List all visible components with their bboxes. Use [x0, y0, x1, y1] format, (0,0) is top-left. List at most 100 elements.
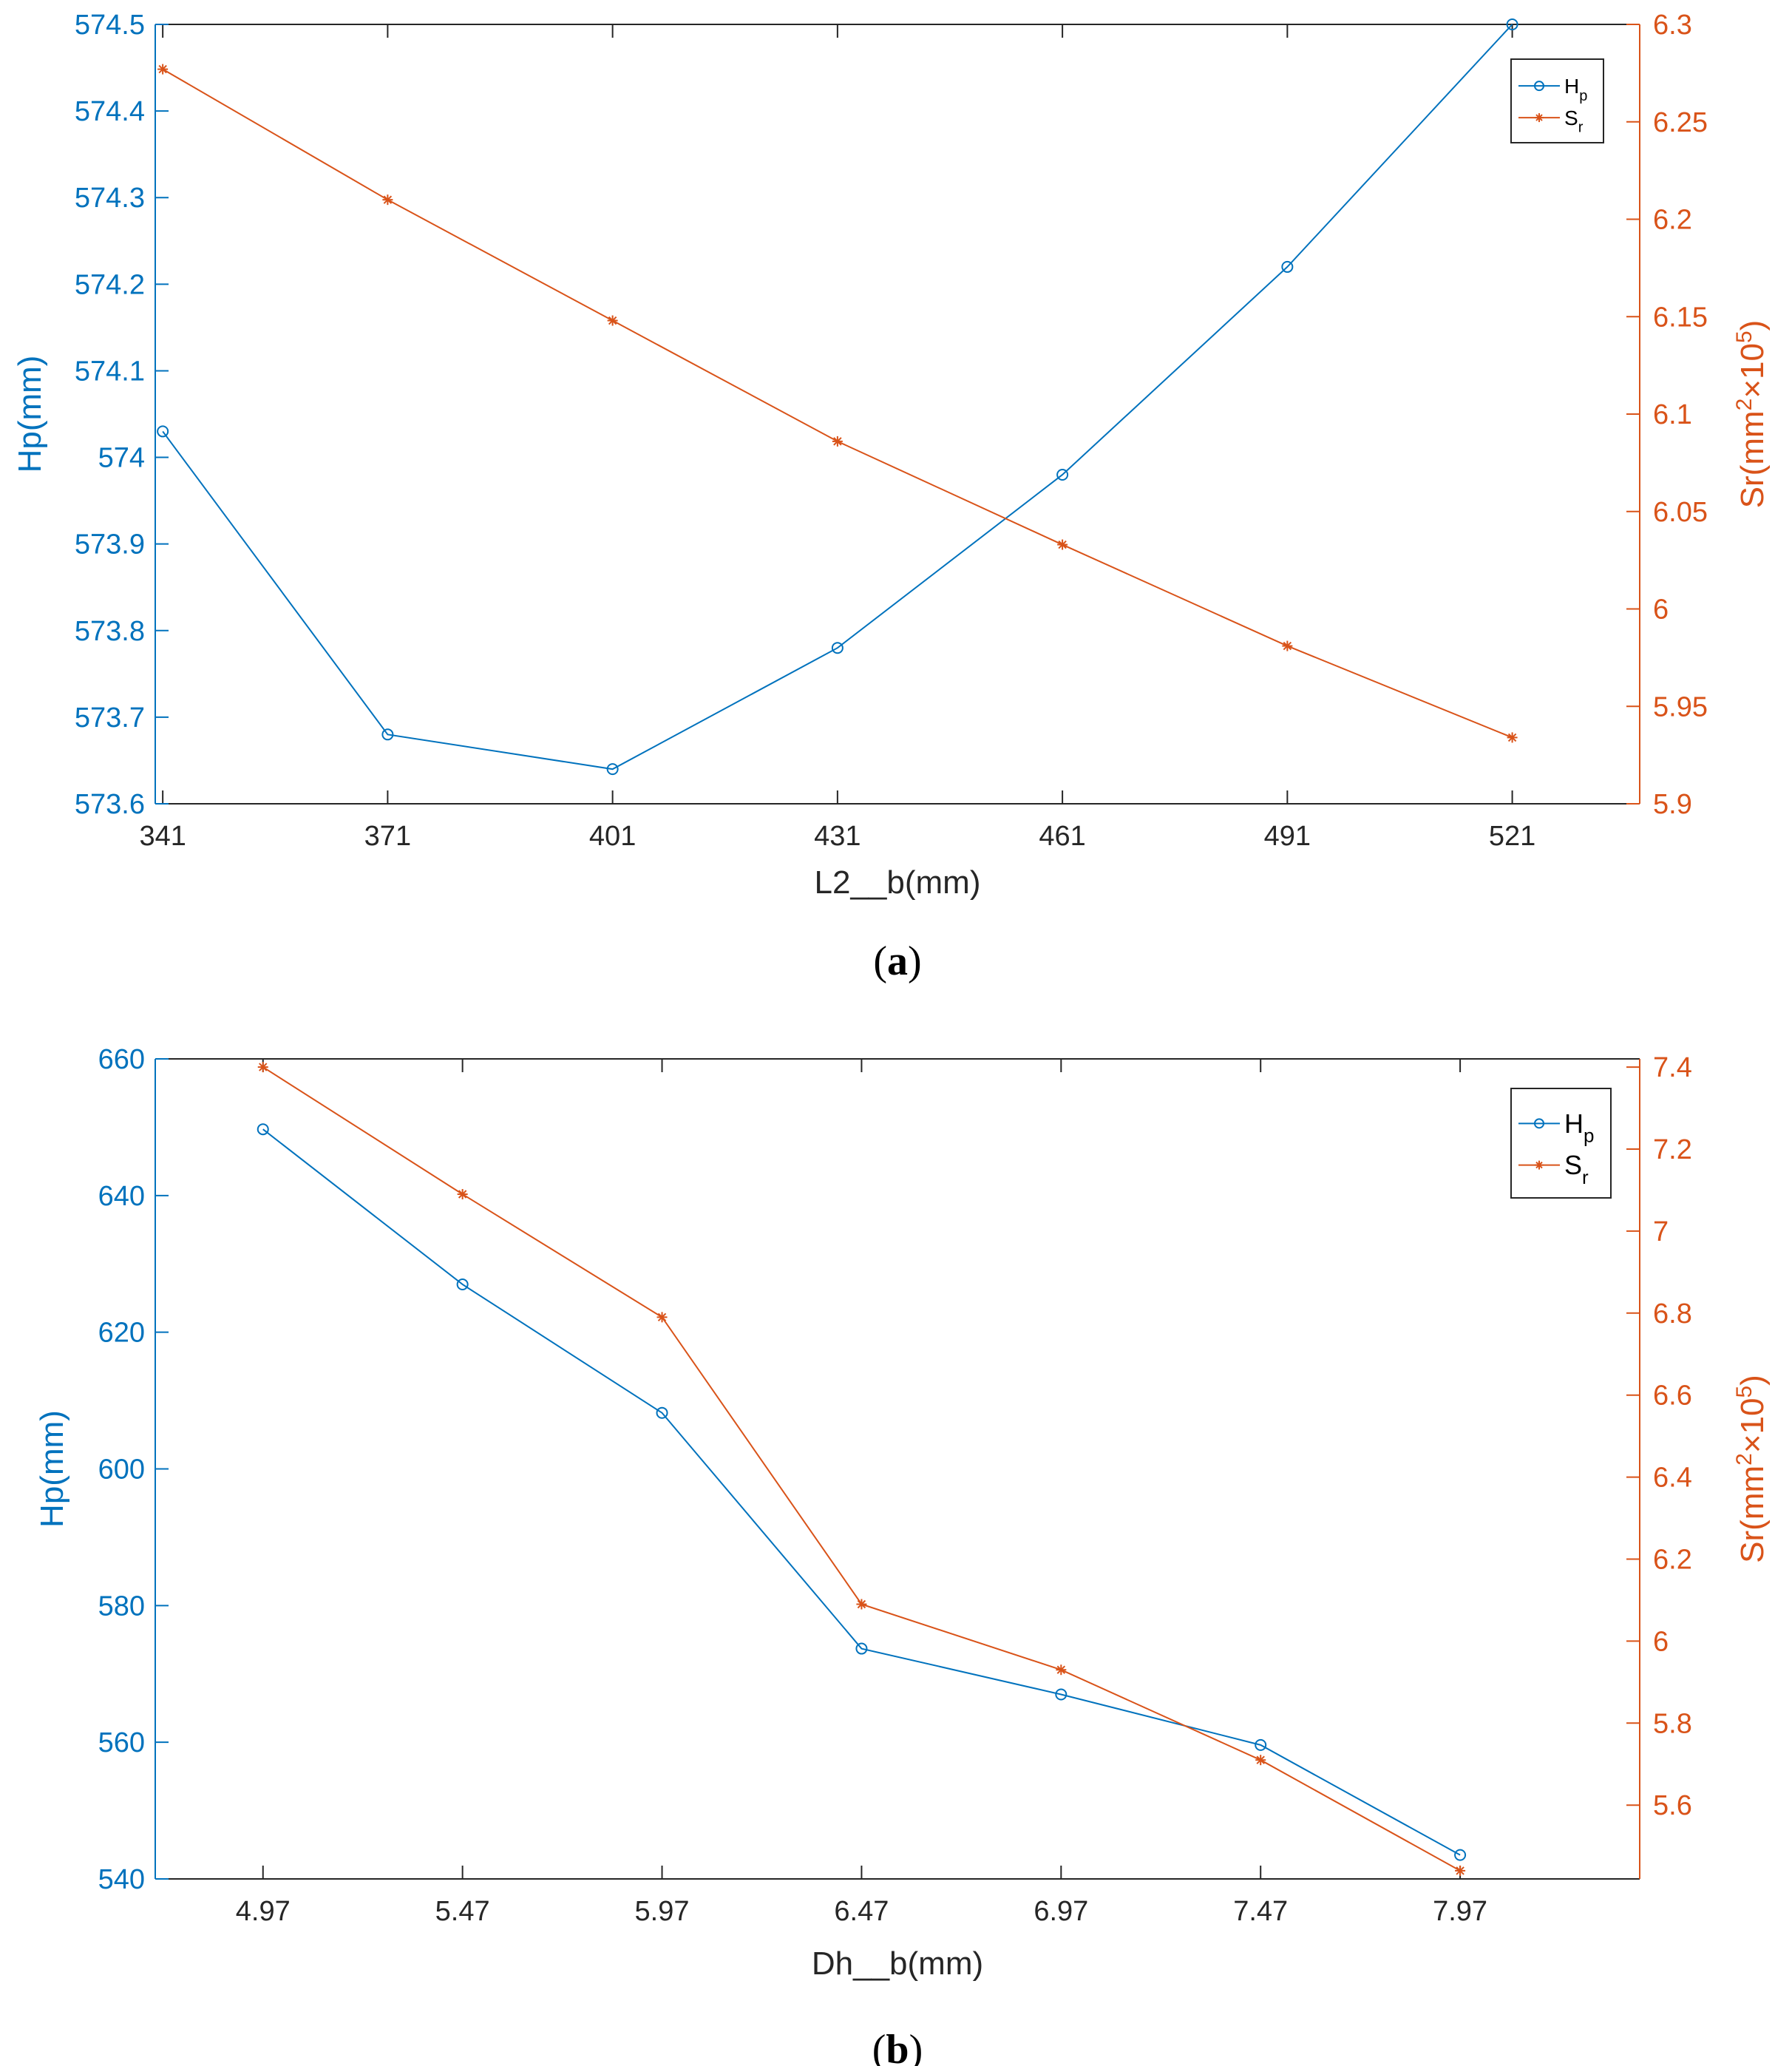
series-line-Sr [262, 1066, 1461, 1872]
star-stroke [1058, 540, 1067, 549]
data-point-Hp [831, 642, 844, 654]
data-point-Sr [257, 1062, 268, 1073]
right-y-axis-title: Sr(mm2×105) [1732, 320, 1771, 509]
x-tick-label: 521 [1489, 821, 1535, 852]
left-y-tick-label: 540 [98, 1864, 145, 1895]
right-y-tick-label: 6.1 [1653, 399, 1692, 430]
right-y-tick-label: 5.9 [1653, 789, 1692, 820]
right-y-tick-label: 6.6 [1653, 1381, 1692, 1412]
left-y-tick-label: 573.6 [75, 789, 145, 820]
legend-label-main: H [1564, 75, 1579, 98]
panel-label: (b) [872, 2027, 923, 2066]
right-y-tick-label: 6 [1653, 1626, 1669, 1657]
x-tick-label: 401 [589, 821, 636, 852]
data-point-Hp [1281, 260, 1294, 273]
data-point-Sr [832, 436, 843, 447]
data-point-Hp [1055, 1688, 1068, 1701]
legend-label-subscript: r [1582, 1166, 1589, 1188]
chart-panel-b: 4.97 5.47 5.97 6.47 6.97 7.47 7.97540560580600… [34, 1044, 1771, 2066]
star-stroke [833, 437, 842, 446]
data-point-Sr [1255, 1755, 1266, 1766]
left-y-axis-title: Hp(mm) [34, 1410, 70, 1528]
x-tick-label: 5.47 [435, 1896, 490, 1927]
x-tick-label: 7.97 [1433, 1896, 1487, 1927]
panel-label-paren: ) [909, 2027, 923, 2066]
x-tick-label: 371 [364, 821, 411, 852]
legend-box [1510, 1088, 1612, 1199]
data-point-Sr [1455, 1865, 1466, 1876]
left-y-tick-label: 600 [98, 1454, 145, 1486]
axis-title-superscript: 5 [1732, 1386, 1757, 1398]
legend-label-subscript: p [1584, 1125, 1594, 1147]
right-y-tick-label: 7.2 [1653, 1134, 1692, 1165]
star-stroke [657, 1313, 667, 1322]
data-point-Hp [456, 1278, 469, 1290]
star-stroke [383, 195, 393, 204]
right-y-tick-label: 6.2 [1653, 1544, 1692, 1575]
panel-label-paren: ( [873, 938, 887, 984]
x-tick-label: 7.47 [1233, 1896, 1288, 1927]
data-point-Hp [1056, 468, 1069, 481]
data-point-Hp [1454, 1849, 1467, 1861]
star-stroke [1283, 641, 1292, 651]
series-line-Hp [262, 1128, 1461, 1856]
star-stroke [259, 1063, 268, 1071]
left-y-tick-label: 580 [98, 1591, 145, 1622]
legend-marker-Hp [1534, 81, 1544, 92]
panel-label-paren: ) [908, 938, 922, 984]
legend-label-Sr: Sr [1564, 1150, 1589, 1188]
left-y-tick-label: 574.1 [75, 356, 145, 387]
data-point-Sr [457, 1188, 468, 1199]
left-y-tick-label: 620 [98, 1318, 145, 1349]
axis-title-superscript: 5 [1732, 331, 1757, 343]
data-point-Sr [382, 194, 393, 206]
left-y-tick-label: 574.4 [75, 96, 145, 127]
data-point-Sr [157, 64, 169, 75]
x-tick-label: 6.97 [1034, 1896, 1088, 1927]
left-y-tick-label: 574.2 [75, 269, 145, 300]
legend-box [1510, 58, 1604, 143]
right-y-tick-label: 5.8 [1653, 1708, 1692, 1739]
legend-marker-Sr [1535, 113, 1544, 123]
left-y-tick-label: 560 [98, 1727, 145, 1758]
legend-label-subscript: p [1579, 88, 1587, 104]
star-stroke [458, 1190, 467, 1199]
star-stroke [1535, 1161, 1543, 1169]
x-axis-title: Dh__b(mm) [812, 1945, 983, 1982]
right-y-tick-label: 6 [1653, 595, 1669, 626]
right-y-tick-label: 6.05 [1653, 497, 1708, 528]
x-tick-label: 491 [1264, 821, 1311, 852]
legend-label-main: H [1564, 1108, 1584, 1139]
right-y-axis-title: Sr(mm2×105) [1732, 1375, 1771, 1563]
x-tick-label: 6.47 [834, 1896, 889, 1927]
right-y-tick-label: 6.8 [1653, 1298, 1692, 1330]
data-point-Sr [1057, 539, 1068, 550]
right-y-tick-label: 6.3 [1653, 10, 1692, 41]
data-point-Hp [1506, 18, 1518, 30]
axis-title-text: Sr(mm [1734, 410, 1771, 508]
data-point-Sr [856, 1599, 867, 1610]
data-point-Sr [1282, 640, 1293, 651]
data-point-Hp [606, 763, 619, 776]
left-y-tick-label: 574.3 [75, 183, 145, 214]
axis-title-superscript: 2 [1732, 1453, 1757, 1466]
legend-marker-Sr [1535, 1160, 1544, 1170]
left-y-tick-label: 573.8 [75, 616, 145, 647]
panel-label: (a) [873, 938, 921, 984]
left-y-tick-label: 573.7 [75, 702, 145, 734]
star-stroke [1056, 1665, 1066, 1674]
axis-title-text: ×10 [1734, 1398, 1771, 1454]
left-y-tick-label: 574 [98, 443, 145, 474]
right-y-tick-label: 7.4 [1653, 1052, 1692, 1083]
panel-label-letter: b [886, 2027, 909, 2066]
star-stroke [608, 316, 617, 325]
star-stroke [857, 1599, 866, 1609]
x-tick-label: 4.97 [236, 1896, 291, 1927]
data-point-Sr [1056, 1664, 1067, 1676]
axis-title-text: ) [1734, 320, 1771, 331]
x-tick-label: 5.97 [635, 1896, 690, 1927]
x-axis-title: L2__b(mm) [815, 864, 981, 901]
right-y-tick-label: 7 [1653, 1216, 1669, 1247]
